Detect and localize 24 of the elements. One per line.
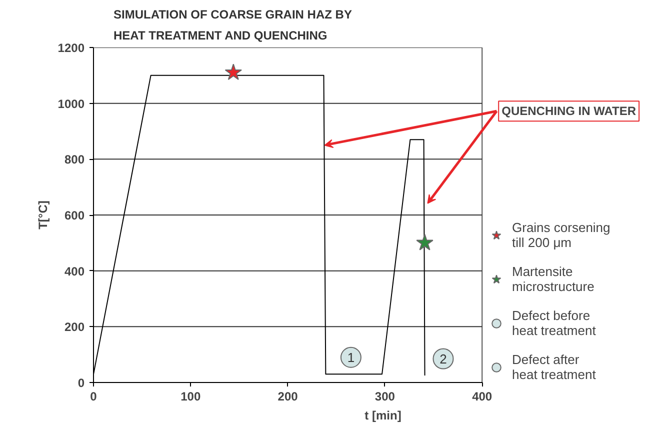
y-tick-label: 400 xyxy=(64,264,85,278)
point xyxy=(224,64,242,80)
x-tick-label: 400 xyxy=(472,390,492,404)
legend-label: Grains corsening till 200 μm xyxy=(512,220,610,250)
legend-label: Defect after heat treatment xyxy=(512,352,596,382)
x-tick-label: 0 xyxy=(90,390,98,404)
y-tick-label: 1200 xyxy=(58,41,85,55)
x-axis-title: t [min] xyxy=(364,408,402,422)
y-tick-label: 0 xyxy=(78,376,85,390)
legend-label: Martensite microstructure xyxy=(512,264,594,294)
annotation: 2 xyxy=(440,351,447,366)
chart-title: SIMULATION OF COARSE GRAIN HAZ BY HEAT TREATMENT AND QUENCHING xyxy=(114,8,352,42)
x-tick-label: 200 xyxy=(278,390,298,404)
y-tick-label: 800 xyxy=(64,152,85,167)
y-tick-label: 600 xyxy=(64,208,85,222)
legend-label: Defect before heat treatment xyxy=(512,308,596,338)
y-tick-label: 200 xyxy=(64,320,85,334)
x-tick-label: 100 xyxy=(180,390,201,404)
annotation: QUENCHING IN WATER xyxy=(502,104,636,118)
point xyxy=(416,234,434,250)
y-axis-title: T[°C] xyxy=(36,200,50,230)
y-tick-label: 1000 xyxy=(58,96,85,111)
x-tick-label: 300 xyxy=(374,390,396,404)
annotation: 1 xyxy=(347,350,355,365)
